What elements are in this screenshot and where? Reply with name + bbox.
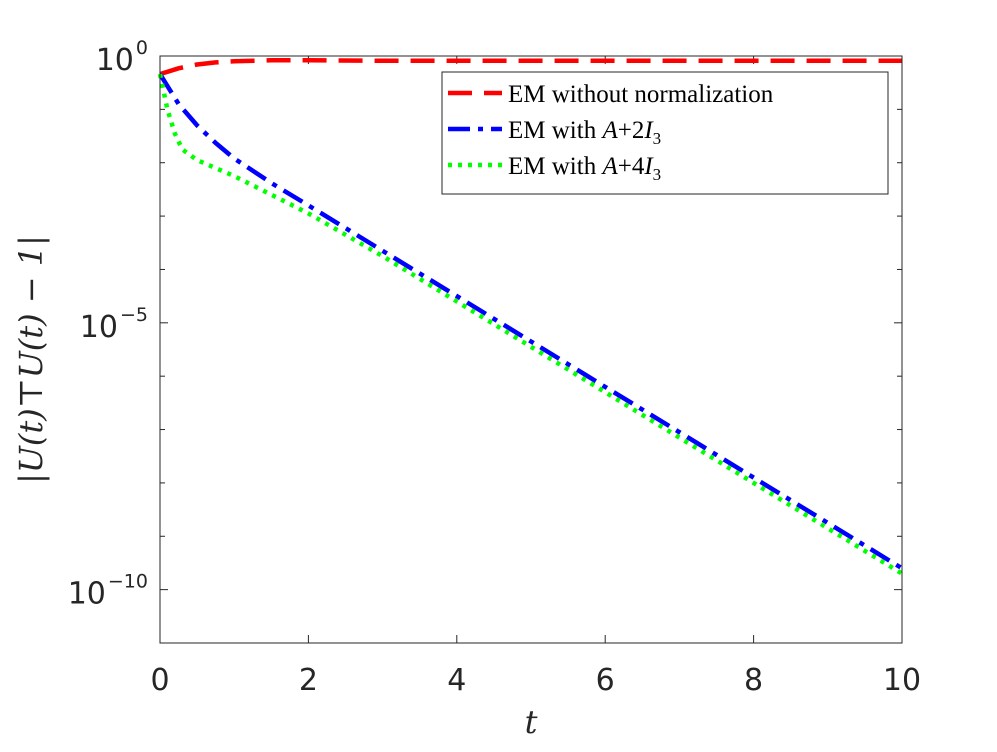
legend-box <box>441 71 889 195</box>
x-tick-label: 10 <box>883 663 921 698</box>
y-tick-exponent: −5 <box>120 304 148 326</box>
y-tick-exponent: 0 <box>136 37 148 59</box>
x-tick-labels: 0 2 4 6 8 10 <box>150 663 921 698</box>
legend-label-1: EM without normalization <box>508 81 774 108</box>
y-tick-exponent: −10 <box>108 571 148 593</box>
y-tick-base: 10 <box>80 310 118 345</box>
y-axis-title: |U(t)⊤U(t) − 1| <box>12 235 50 484</box>
series-line-2 <box>158 72 904 571</box>
x-tick-label: 4 <box>447 663 466 698</box>
legend-label-2: EM with A+2I3 <box>508 117 661 148</box>
series-line-3 <box>157 73 904 576</box>
x-axis-title: t <box>525 703 538 741</box>
plot-frame <box>159 55 903 644</box>
series-line-1 <box>159 58 902 77</box>
x-tick-label: 2 <box>299 663 318 698</box>
y-tick-label: 010 <box>96 37 148 78</box>
legend-label-3: EM with A+4I3 <box>508 153 661 184</box>
x-tick-label: 8 <box>744 663 763 698</box>
legend: EM without normalization EM with A+2I3 EM … <box>441 71 889 195</box>
y-tick-base: 10 <box>68 577 106 612</box>
x-tick-label: 0 <box>150 663 169 698</box>
series-lines <box>157 58 904 576</box>
x-tick-label: 6 <box>596 663 615 698</box>
y-tick-label: −510 <box>80 304 148 345</box>
y-tick-base: 10 <box>96 43 134 78</box>
